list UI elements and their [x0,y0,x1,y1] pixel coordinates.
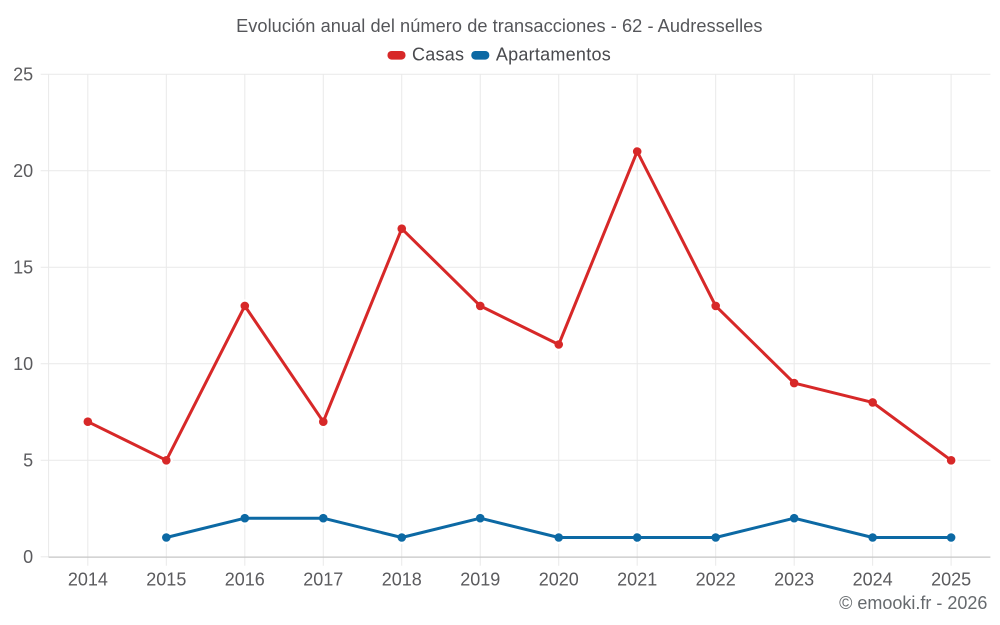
svg-text:5: 5 [23,451,33,471]
svg-text:2024: 2024 [853,570,893,590]
svg-text:2014: 2014 [68,570,108,590]
svg-text:Casas: Casas [412,44,464,64]
svg-text:15: 15 [13,258,33,278]
svg-text:2025: 2025 [931,570,971,590]
svg-text:2023: 2023 [774,570,814,590]
svg-text:2022: 2022 [696,570,736,590]
svg-text:2017: 2017 [303,570,343,590]
svg-text:2018: 2018 [382,570,422,590]
svg-text:© emooki.fr - 2026: © emooki.fr - 2026 [839,593,987,613]
svg-text:20: 20 [13,161,33,181]
svg-text:2016: 2016 [225,570,265,590]
svg-text:Evolución anual del número de: Evolución anual del número de transaccio… [236,16,762,36]
svg-text:2019: 2019 [460,570,500,590]
svg-text:2021: 2021 [617,570,657,590]
svg-text:2020: 2020 [539,570,579,590]
svg-text:0: 0 [23,547,33,567]
svg-text:Apartamentos: Apartamentos [496,44,611,64]
svg-text:10: 10 [13,354,33,374]
svg-text:2015: 2015 [146,570,186,590]
svg-text:25: 25 [13,65,33,85]
